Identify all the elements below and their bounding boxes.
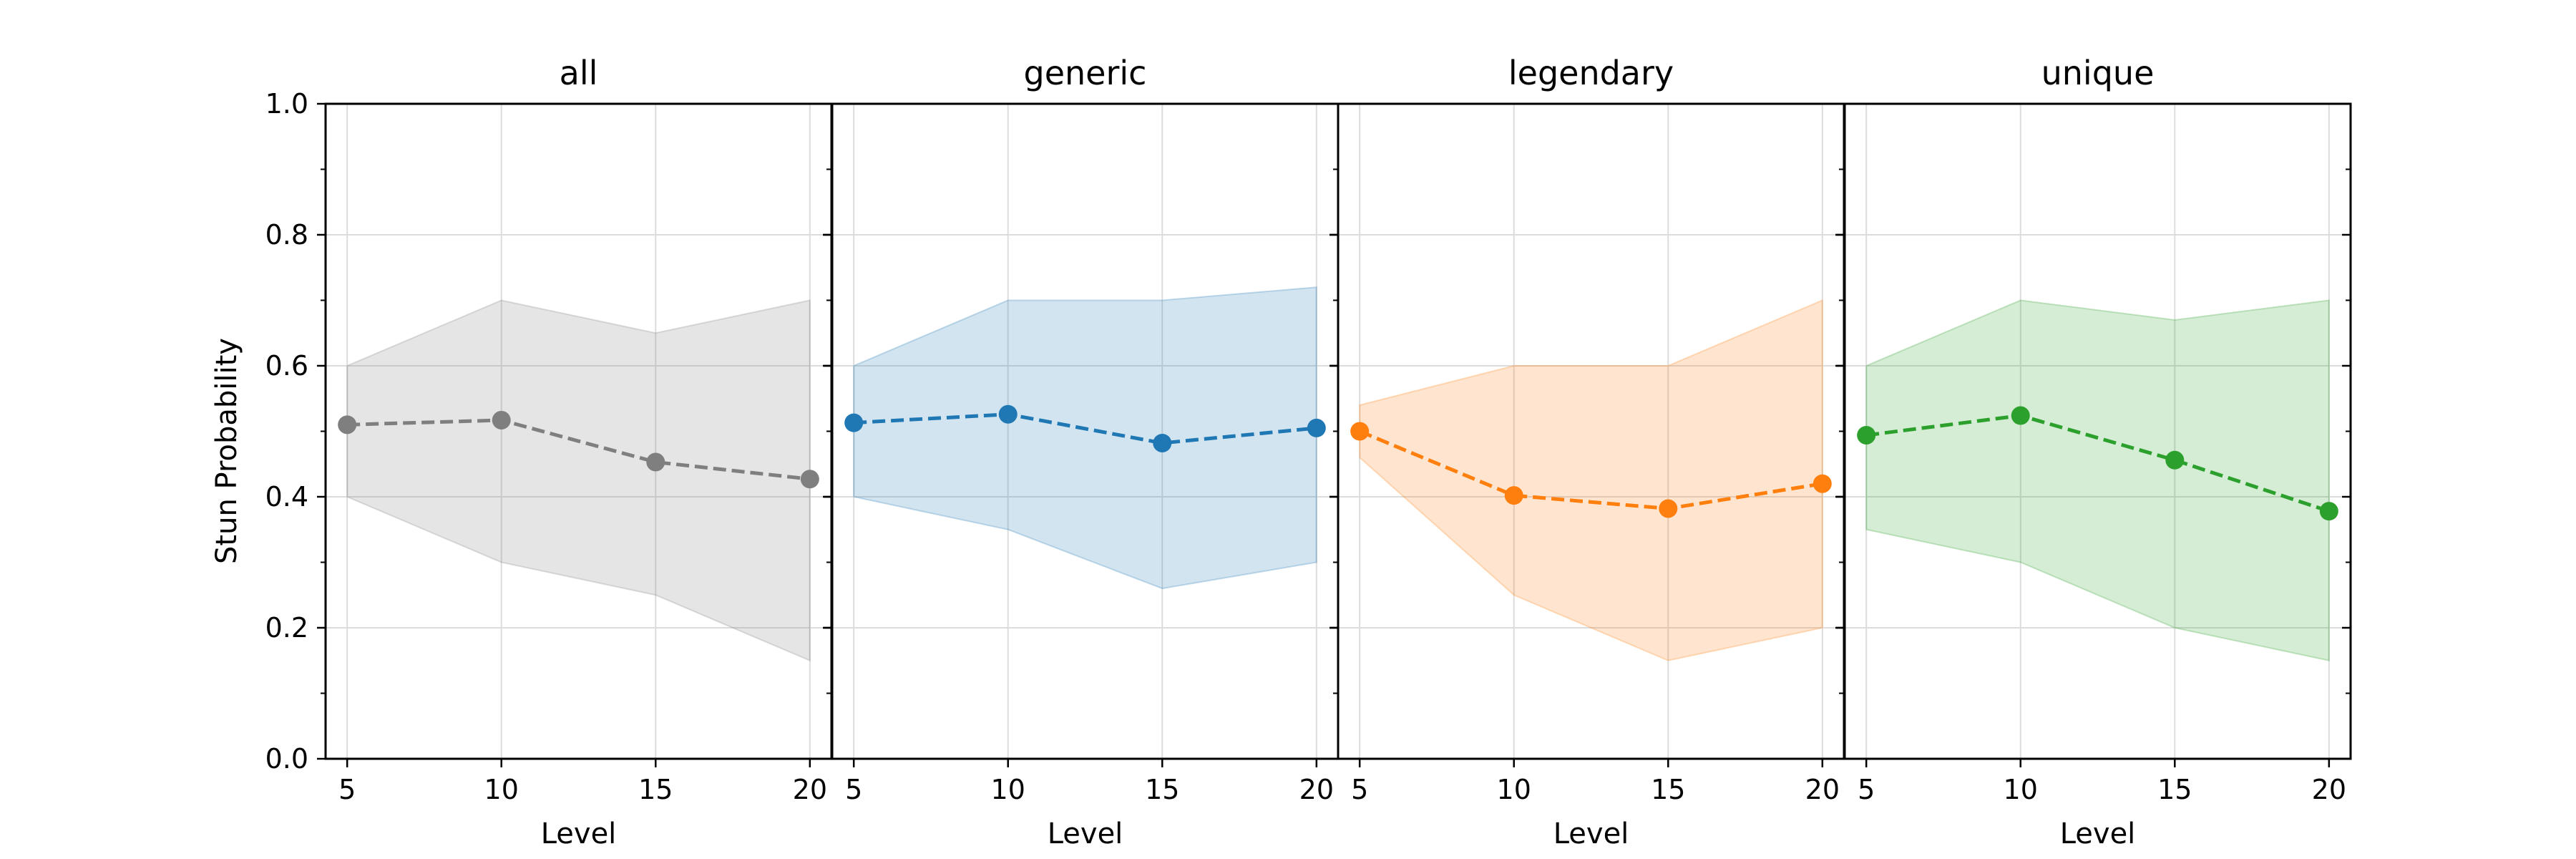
panel-unique: 5 10 15 20 Level unique — [1836, 54, 2352, 850]
panel-title: unique — [2041, 54, 2155, 92]
data-point — [998, 404, 1018, 424]
panel-legendary: 5 10 15 20 Level legendary — [1330, 54, 1845, 850]
x-tick-label: 20 — [1299, 774, 1334, 805]
mean-line — [1359, 430, 1823, 510]
data-point — [1659, 499, 1678, 518]
data-point — [646, 452, 665, 472]
x-tick-label: 5 — [338, 774, 356, 805]
x-tick-label: 5 — [1351, 774, 1368, 805]
panel-title: all — [560, 54, 598, 92]
data-point — [338, 415, 357, 435]
y-tick-label: 0.2 — [265, 612, 308, 644]
x-tick-label: 5 — [845, 774, 862, 805]
confidence-band — [1865, 299, 2330, 661]
panel-title: generic — [1024, 54, 1147, 92]
data-point — [1857, 425, 1876, 445]
y-tick-label: 0.0 — [265, 743, 308, 775]
data-point — [1350, 422, 1370, 441]
x-tick-label: 10 — [2004, 774, 2038, 805]
x-tick-label: 15 — [1145, 774, 1179, 805]
x-tick-label: 15 — [1651, 774, 1685, 805]
confidence-band — [853, 286, 1317, 590]
y-tick-label: 0.8 — [265, 219, 308, 251]
data-point — [844, 413, 864, 432]
mean-line — [347, 418, 811, 481]
panels-group: 0.0 0.2 0.4 0.6 0.8 1.0 5 10 15 20 Level all 5 10 15 20… — [265, 54, 2352, 850]
panel-generic: 5 10 15 20 Level generic — [824, 54, 1340, 850]
mean-line — [854, 412, 1317, 445]
confidence-band — [1359, 299, 1823, 661]
x-tick-label: 20 — [793, 774, 827, 805]
x-axis-label: Level — [541, 817, 617, 850]
x-tick-label: 15 — [638, 774, 673, 805]
x-tick-label: 10 — [1497, 774, 1531, 805]
panel-all: 0.0 0.2 0.4 0.6 0.8 1.0 5 10 15 20 Level all — [265, 54, 833, 850]
confidence-band — [346, 299, 811, 662]
x-tick-label: 10 — [484, 774, 519, 805]
y-tick-label: 0.6 — [265, 350, 308, 382]
data-point — [1813, 474, 1832, 493]
x-tick-label: 20 — [1805, 774, 1840, 805]
y-tick-label: 0.4 — [265, 481, 308, 513]
data-point — [2011, 406, 2030, 425]
data-point — [1307, 418, 1326, 437]
x-axis-label: Level — [1553, 817, 1629, 850]
data-point — [1504, 486, 1523, 505]
data-point — [2319, 502, 2338, 521]
x-tick-label: 15 — [2157, 774, 2192, 805]
data-point — [1153, 433, 1172, 452]
data-point — [2165, 450, 2185, 470]
y-axis-label: Stun Probability — [210, 338, 243, 564]
y-tick-label: 1.0 — [265, 88, 308, 120]
panel-title: legendary — [1508, 54, 1674, 92]
mean-line — [1865, 413, 2330, 513]
data-point — [800, 470, 819, 489]
x-tick-label: 5 — [1858, 774, 1875, 805]
x-tick-label: 20 — [2312, 774, 2346, 805]
data-point — [492, 410, 511, 430]
x-axis-label: Level — [2060, 817, 2136, 850]
x-axis-label: Level — [1048, 817, 1123, 850]
x-tick-label: 10 — [991, 774, 1025, 805]
